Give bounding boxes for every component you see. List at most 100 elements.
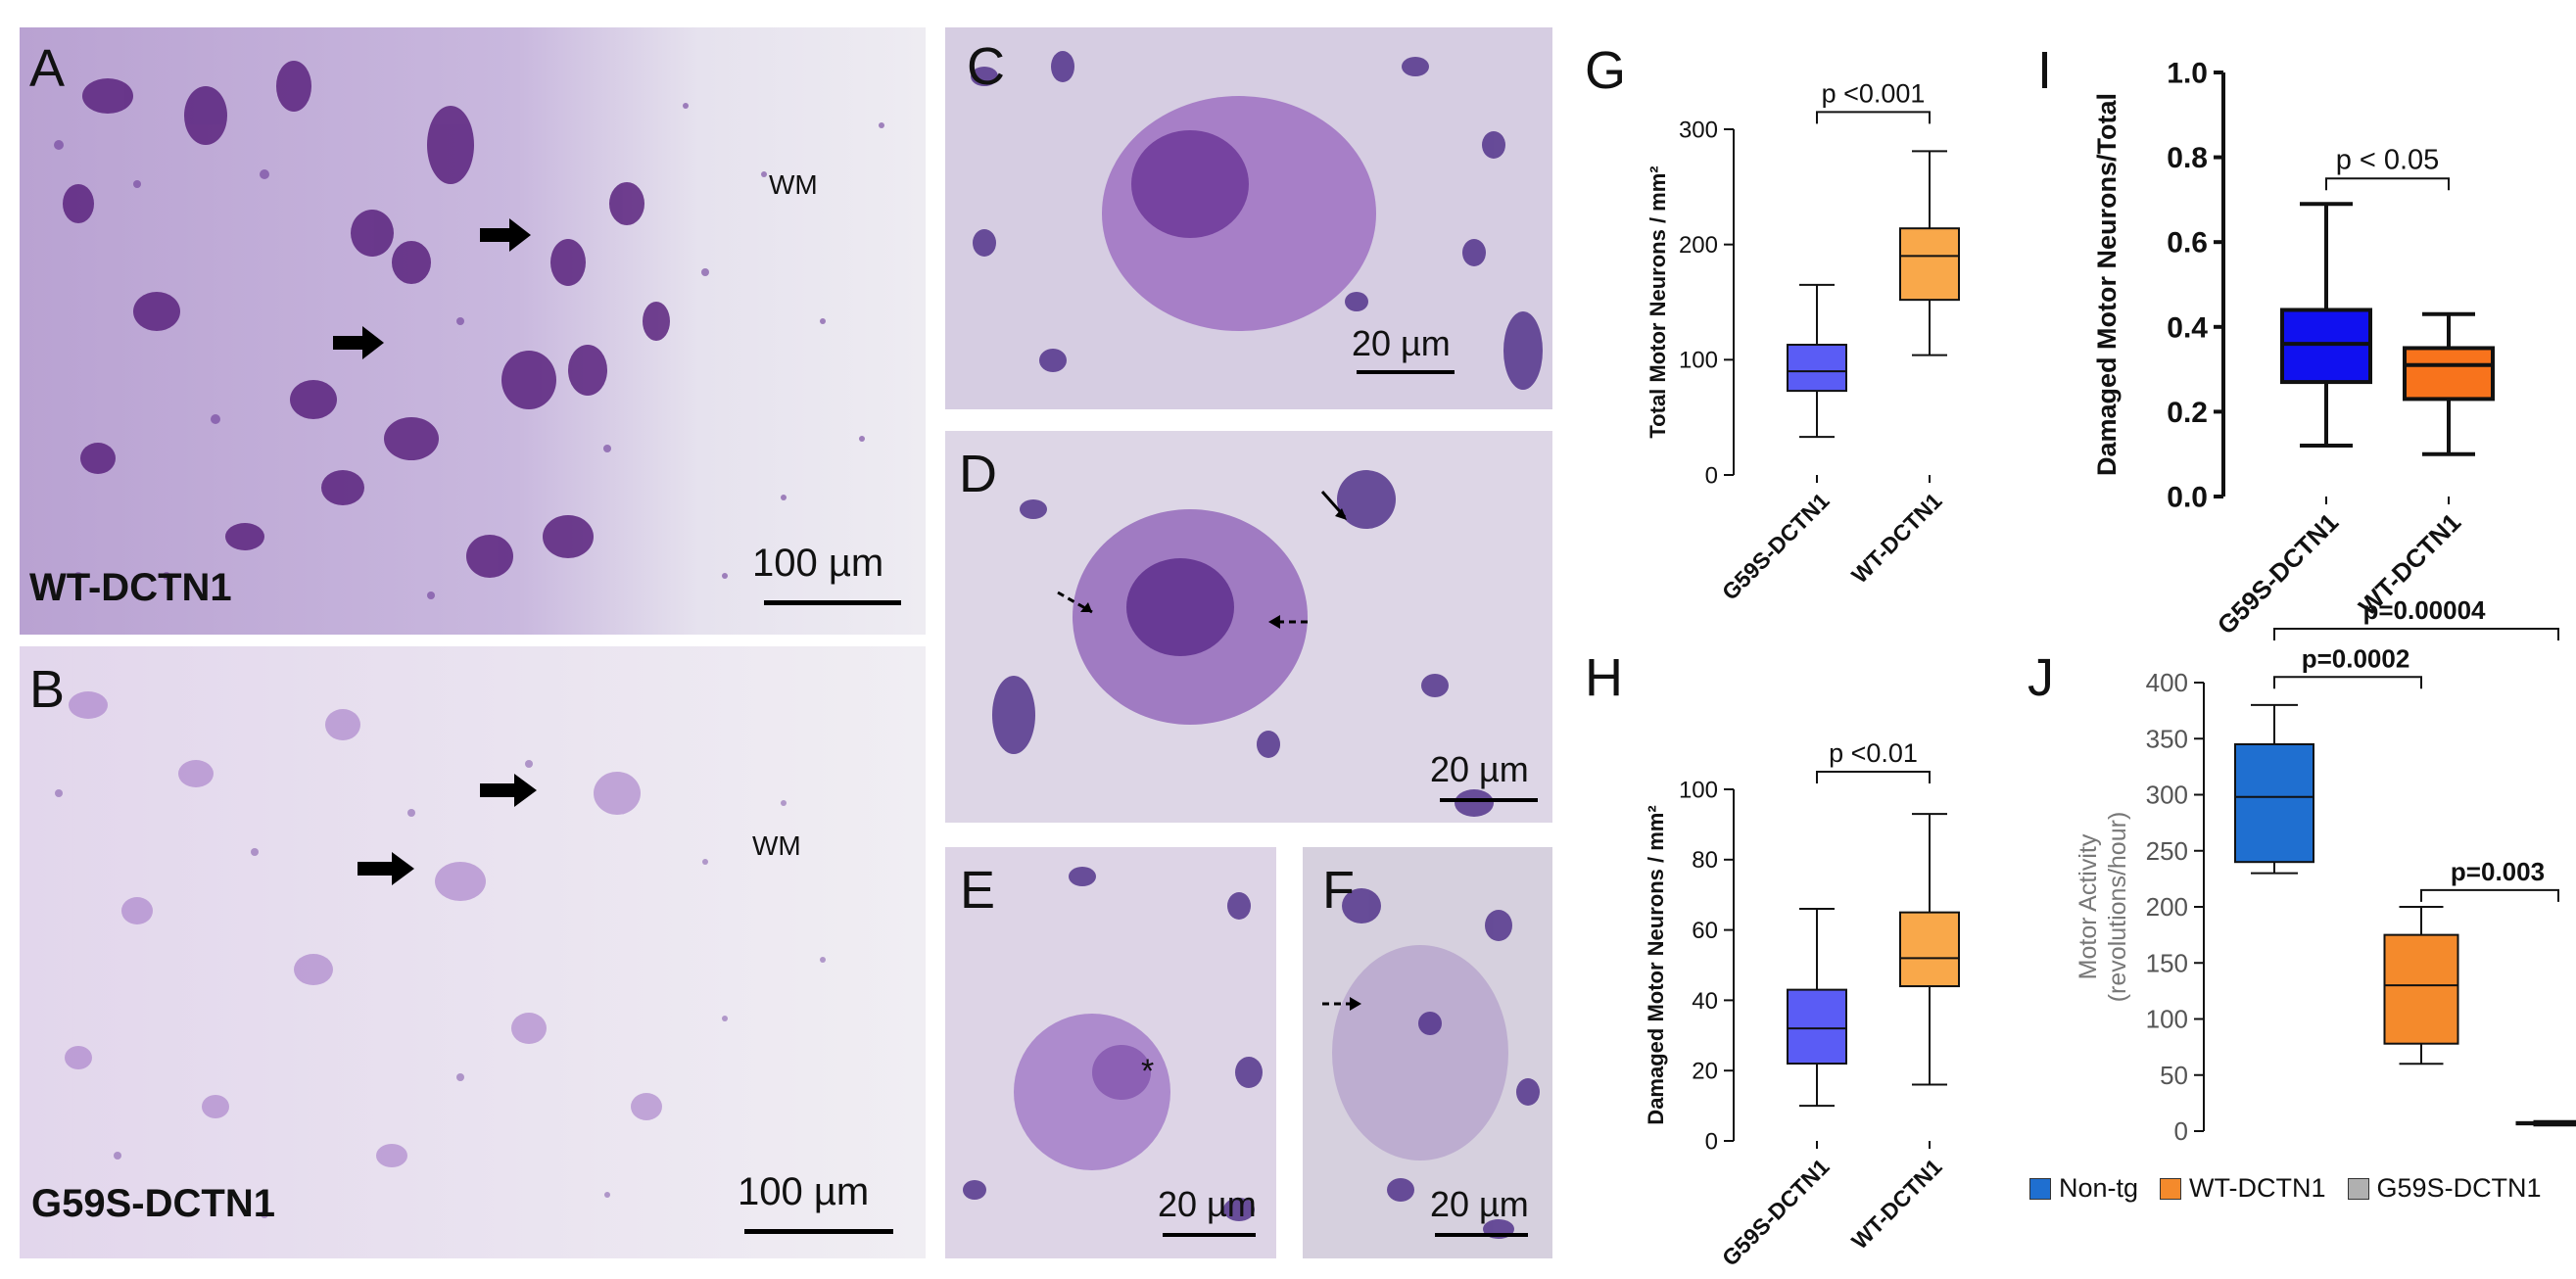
chart-i-panel-letter: I xyxy=(2037,41,2052,100)
panel-b-scale-label: 100 µm xyxy=(738,1170,869,1213)
chart-j-significance-bracket xyxy=(2273,676,2422,689)
legend-label-non-tg: Non-tg xyxy=(2059,1173,2139,1203)
panel-letter-f: F xyxy=(1322,861,1355,920)
chart-h-box xyxy=(1899,911,1960,988)
chart-j-y-tick-label: 300 xyxy=(2146,781,2188,810)
chart-g-box xyxy=(1787,344,1847,393)
legend-item-wt-dctn1: WT-DCTN1 xyxy=(2160,1173,2326,1204)
chart-i-significance-bracket xyxy=(2325,177,2450,191)
chart-j-y-tick-label: 150 xyxy=(2146,948,2188,977)
chart-h-y-tick-label: 80 xyxy=(1692,847,1718,874)
chart-j-significance-bracket xyxy=(2273,628,2559,641)
chart-i-box xyxy=(2403,346,2495,402)
chart-h-x-tick-label: WT-DCTN1 xyxy=(1846,1154,1947,1255)
chart-g-y-axis-label: Total Motor Neurons / mm² xyxy=(1646,166,1670,438)
micrograph-b: B G59S-DCTN1 WM 100 µm xyxy=(20,646,926,1258)
chart-g-panel-letter: G xyxy=(1585,41,1626,100)
chart-i-y-axis-label: Damaged Motor Neurons/Total xyxy=(2092,93,2122,476)
legend-label-wt-dctn1: WT-DCTN1 xyxy=(2189,1173,2326,1203)
chart-j-y-tick-label: 100 xyxy=(2146,1005,2188,1034)
chart-g-box xyxy=(1899,227,1960,302)
chart-j-legend: Non-tg WT-DCTN1 G59S-DCTN1 xyxy=(2029,1173,2542,1204)
chart-h-significance-bracket xyxy=(1816,771,1931,784)
chart-panel-h: H 0 20 40 60 80 100 Damaged Motor Neurons / mm²… xyxy=(1567,627,1998,1279)
chart-j-y-tick-label: 50 xyxy=(2160,1061,2188,1090)
panel-letter-a: A xyxy=(29,39,65,98)
chart-h-y-tick-label: 20 xyxy=(1692,1059,1718,1085)
legend-swatch-wt-dctn1 xyxy=(2160,1177,2182,1200)
chart-j-y-tick-label: 350 xyxy=(2146,724,2188,753)
panel-letter-e: E xyxy=(960,861,995,920)
chart-g-y-tick-label: 300 xyxy=(1679,117,1718,143)
chart-g-p-value: p <0.001 xyxy=(1822,78,1926,108)
chart-g-y-tick-label: 0 xyxy=(1705,462,1718,489)
chart-j-y-axis-label-units: (revolutions/hour) xyxy=(2104,812,2131,1003)
chart-i-box xyxy=(2280,308,2372,385)
chart-h-y-axis-label: Damaged Motor Neurons / mm² xyxy=(1644,805,1668,1124)
chart-panel-g: G 0 100 200 300 Total Motor Neurons / mm² G59S… xyxy=(1567,20,1998,646)
chart-h-panel-letter: H xyxy=(1585,648,1623,707)
micrograph-f: F 20 µm xyxy=(1303,847,1552,1258)
panel-c-scale-label: 20 µm xyxy=(1352,323,1451,363)
chart-j-y-tick-label: 200 xyxy=(2146,892,2188,922)
panel-e-scale-bar xyxy=(1163,1233,1256,1237)
legend-item-non-tg: Non-tg xyxy=(2029,1173,2138,1204)
chart-j-y-tick-label: 400 xyxy=(2146,668,2188,697)
micrograph-d: D 20 µm xyxy=(945,431,1552,823)
legend-swatch-g59s-dctn1 xyxy=(2347,1177,2369,1200)
chart-h-y-tick-label: 40 xyxy=(1692,988,1718,1015)
chart-i-p-value: p < 0.05 xyxy=(2336,144,2440,175)
panel-d-scale-label: 20 µm xyxy=(1430,749,1529,789)
panel-d-scale-bar xyxy=(1440,798,1538,802)
panel-letter-c: C xyxy=(967,37,1005,96)
chart-j-p-value: p=0.00004 xyxy=(2362,595,2486,625)
chart-i-x-tick-label: G59S-DCTN1 xyxy=(2212,507,2345,640)
chart-h-p-value: p <0.01 xyxy=(1829,738,1918,768)
chart-h-y-tick-label: 0 xyxy=(1705,1128,1718,1155)
chart-h-y-tick-label: 60 xyxy=(1692,918,1718,944)
micrograph-c: C 20 µm xyxy=(945,27,1552,409)
chart-g-y-tick-label: 100 xyxy=(1679,348,1718,374)
chart-j-box xyxy=(2383,933,2459,1045)
panel-e-mark: * xyxy=(1141,1053,1154,1090)
panel-f-scale-label: 20 µm xyxy=(1430,1184,1529,1224)
chart-j-y-tick-label: 0 xyxy=(2174,1116,2188,1146)
panel-a-scale-label: 100 µm xyxy=(752,542,883,585)
chart-i-y-tick-label: 0.8 xyxy=(2167,142,2208,174)
chart-g-x-tick-label: G59S-DCTN1 xyxy=(1717,488,1835,605)
chart-i-y-tick-label: 0.4 xyxy=(2167,311,2208,344)
panel-b-wm-label: WM xyxy=(752,830,801,861)
panel-e-scale-label: 20 µm xyxy=(1158,1184,1257,1224)
micrograph-e: * E 20 µm xyxy=(945,847,1276,1258)
chart-h-x-tick-label: G59S-DCTN1 xyxy=(1717,1154,1835,1271)
panel-letter-d: D xyxy=(959,445,997,503)
chart-i-y-tick-label: 0.0 xyxy=(2167,482,2208,514)
chart-g-y-tick-label: 200 xyxy=(1679,232,1718,259)
panel-b-genotype: G59S-DCTN1 xyxy=(31,1182,275,1225)
chart-j-significance-bracket xyxy=(2420,888,2559,902)
panel-letter-b: B xyxy=(29,660,65,719)
chart-i-y-tick-label: 0.2 xyxy=(2167,397,2208,429)
legend-swatch-non-tg xyxy=(2029,1177,2051,1200)
micrograph-a: A WT-DCTN1 WM 100 µm xyxy=(20,27,926,635)
chart-j-y-axis-label: Motor Activity xyxy=(2075,833,2102,979)
chart-panel-i: I 0.0 0.2 0.4 0.6 0.8 1.0 Damaged Motor Neurons… xyxy=(2027,20,2576,646)
panel-b-scale-bar xyxy=(744,1229,893,1234)
chart-panel-j: J 0 50 100 150 200 250 300 350 400 Motor Activity(… xyxy=(2018,595,2576,1185)
panel-a-scale-bar xyxy=(764,600,901,605)
chart-j-p-value: p=0.003 xyxy=(2451,857,2545,886)
legend-item-g59s-dctn1: G59S-DCTN1 xyxy=(2347,1173,2542,1204)
chart-i-y-tick-label: 1.0 xyxy=(2167,58,2208,90)
chart-h-box xyxy=(1787,988,1847,1066)
chart-j-box xyxy=(2234,742,2314,864)
chart-j-y-tick-label: 250 xyxy=(2146,836,2188,866)
panel-c-scale-bar xyxy=(1357,370,1455,374)
chart-j-panel-letter: J xyxy=(2027,648,2054,707)
chart-h-y-tick-label: 100 xyxy=(1679,777,1718,803)
chart-j-p-value: p=0.0002 xyxy=(2302,643,2410,673)
panel-a-wm-label: WM xyxy=(769,169,818,200)
panel-a-genotype: WT-DCTN1 xyxy=(29,566,232,609)
legend-label-g59s-dctn1: G59S-DCTN1 xyxy=(2376,1173,2542,1203)
panel-f-scale-bar xyxy=(1435,1233,1528,1237)
chart-g-significance-bracket xyxy=(1816,111,1931,124)
